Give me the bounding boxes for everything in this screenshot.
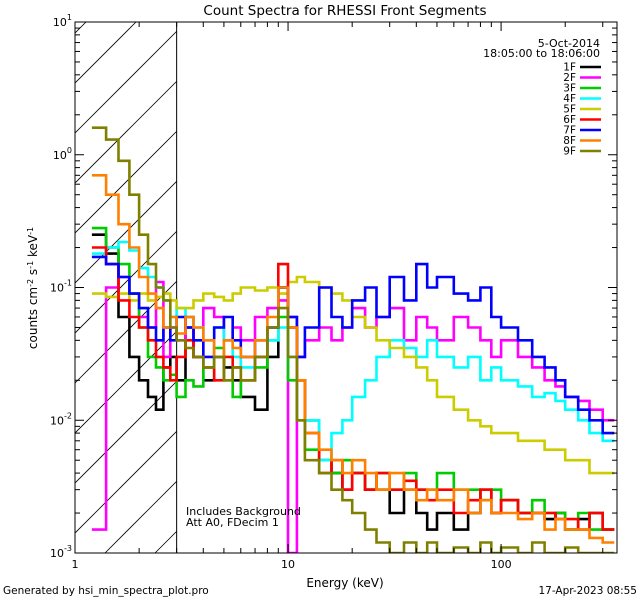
legend-label-8F: 8F (563, 135, 576, 147)
y-tick-mantissa: 10 (53, 16, 67, 29)
y-tick-mantissa: 10 (50, 547, 64, 560)
timestamp-footer: 17-Apr-2023 08:55 (538, 585, 637, 597)
x-tick-label: 10 (281, 558, 295, 571)
series-line-2F (91, 275, 615, 553)
y-tick-mantissa: 10 (53, 149, 67, 162)
annotation-attenuator: Att A0, FDecim 1 (186, 516, 279, 529)
hatch-line (75, 22, 237, 184)
legend-label-7F: 7F (563, 125, 576, 137)
y-tick-mantissa: 10 (50, 282, 64, 295)
x-tick-label: 1 (72, 558, 79, 571)
y-tick-mantissa: 10 (50, 414, 64, 427)
y-tick-exponent: 0 (67, 146, 72, 155)
y-tick-exponent: -3 (64, 544, 72, 553)
series-line-7F (91, 255, 615, 435)
y-tick-label: 101 (53, 13, 72, 29)
y-tick-label: 10-1 (50, 279, 72, 295)
generated-by-footer: Generated by hsi_min_spectra_plot.pro (3, 585, 209, 597)
y-label-unit-3: keV (26, 234, 40, 261)
series-line-5F (91, 275, 615, 475)
y-label-exp-2: -1 (26, 261, 35, 269)
legend-label-6F: 6F (563, 114, 576, 126)
y-tick-exponent: -2 (64, 411, 72, 420)
annotation-background: Includes Background (186, 505, 301, 518)
hatch-line (75, 22, 187, 134)
y-axis-label: counts cm-2 s-1 keV-1 (26, 227, 41, 349)
y-label-unit-2: s (26, 269, 40, 279)
time-range-label: 18:05:00 to 18:06:00 (483, 47, 600, 60)
series-layer (91, 126, 615, 553)
legend-label-2F: 2F (563, 72, 576, 84)
legend-label-3F: 3F (563, 83, 576, 95)
y-tick-exponent: -1 (64, 279, 72, 288)
legend-label-4F: 4F (563, 93, 576, 105)
y-label-exp-3: -1 (26, 227, 35, 235)
chart-title: Count Spectra for RHESSI Front Segments (203, 3, 486, 19)
series-line-9F (91, 126, 615, 553)
legend-label-9F: 9F (563, 146, 576, 158)
date-label: 5-Oct-2014 (538, 37, 600, 50)
y-label-unit-1: counts cm (26, 287, 40, 349)
y-tick-label: 10-2 (50, 411, 72, 427)
legend-label-1F: 1F (563, 62, 576, 74)
x-axis-label: Energy (keV) (306, 576, 383, 590)
legend-label-5F: 5F (563, 104, 576, 116)
y-tick-exponent: 1 (67, 13, 72, 22)
x-tick-label: 100 (491, 558, 512, 571)
y-tick-label: 10-3 (50, 544, 72, 560)
y-tick-label: 100 (53, 146, 72, 162)
y-label-exp-1: -2 (26, 279, 35, 287)
